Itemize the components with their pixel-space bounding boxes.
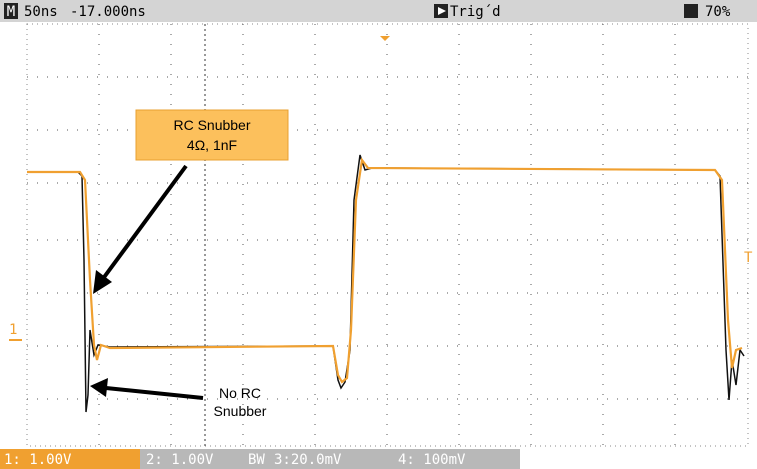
timebase: 50ns (24, 4, 58, 20)
ch1-status: 1: 1.00V (4, 452, 72, 468)
annotation-label: Snubber (214, 403, 267, 419)
battery: 70% (705, 4, 731, 20)
battery-icon (684, 4, 698, 18)
annotation-label: No RC (219, 385, 261, 401)
bw-status: BW (248, 452, 265, 468)
offset: -17.000ns (70, 4, 146, 20)
scope-screen: M 50ns -17.000ns Trig´d 70% 1 T RC Snubb… (0, 0, 757, 469)
ch3-status: 3:20.0mV (274, 452, 342, 468)
ch1-marker: 1 (9, 322, 17, 338)
mode: M (7, 4, 15, 20)
annotation-values: 4Ω, 1nF (187, 137, 237, 153)
trigger-status: Trig´d (450, 4, 501, 20)
annotation-title: RC Snubber (173, 117, 250, 133)
ch2-status: 2: 1.00V (146, 452, 214, 468)
background (0, 0, 757, 469)
ch4-status: 4: 100mV (398, 452, 466, 468)
trigger-marker: T (744, 250, 753, 266)
